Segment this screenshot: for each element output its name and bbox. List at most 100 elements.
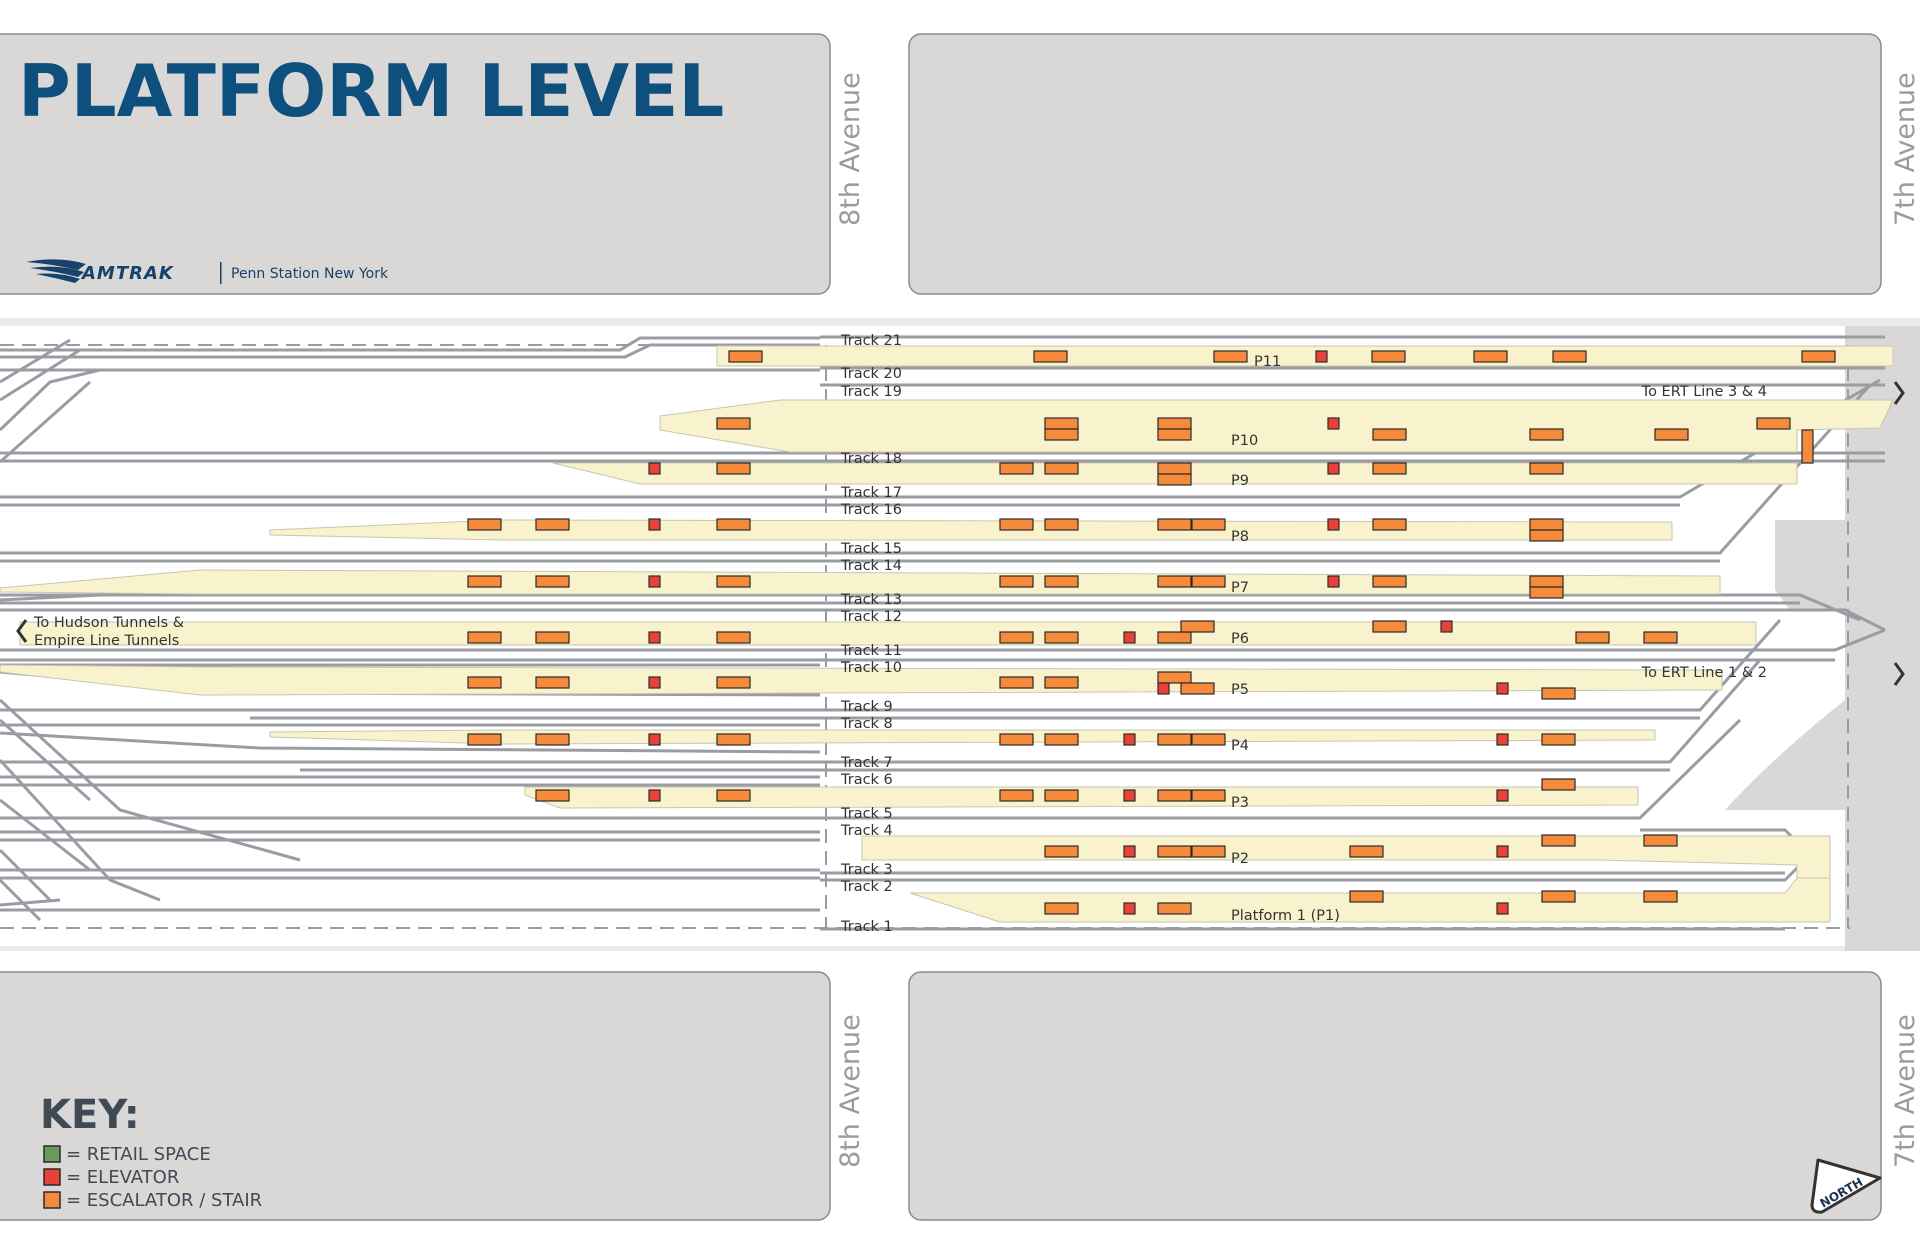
escalator [1541, 733, 1576, 746]
track-label: Track 19 [840, 384, 902, 400]
escalator [1372, 428, 1407, 441]
platform-p3 [524, 786, 1639, 809]
elevator [1123, 845, 1136, 858]
escalator [1541, 834, 1576, 847]
escalator [999, 575, 1034, 588]
escalator [716, 733, 751, 746]
escalator [467, 575, 502, 588]
elevator [1327, 518, 1340, 531]
escalator [716, 676, 751, 689]
escalator [716, 789, 751, 802]
platform-p5 [0, 664, 1723, 696]
escalator [1529, 462, 1564, 475]
street-label-7th-north: 7th Avenue [1890, 72, 1920, 226]
escalator [1552, 350, 1587, 363]
west-direction-line-1: To Hudson Tunnels & [33, 615, 184, 631]
elevator [648, 518, 661, 531]
elevator [1496, 733, 1509, 746]
escalator [1643, 834, 1678, 847]
escalator [467, 631, 502, 644]
escalator [1529, 529, 1564, 542]
platform-label-p6: P6 [1231, 631, 1249, 647]
escalator [1191, 845, 1226, 858]
escalator [1157, 473, 1192, 486]
platform-label-p11: P11 [1254, 354, 1281, 370]
elevator [1496, 789, 1509, 802]
escalator [1044, 902, 1079, 915]
escalator [1473, 350, 1508, 363]
escalator [1372, 620, 1407, 633]
track-label: Track 16 [840, 502, 902, 518]
key-escalator-label: = ESCALATOR / STAIR [66, 1190, 262, 1211]
elevator [1496, 845, 1509, 858]
escalator [1801, 429, 1814, 464]
escalator [467, 676, 502, 689]
escalator [1157, 631, 1192, 644]
track-label: Track 6 [840, 772, 893, 788]
escalator [1529, 428, 1564, 441]
ert-line-3-4-label: To ERT Line 3 & 4 [1641, 384, 1767, 400]
track-label: Track 12 [840, 609, 902, 625]
street-label-8th-north: 8th Avenue [835, 72, 866, 226]
escalator [1157, 417, 1192, 430]
track-label: Track 13 [840, 592, 902, 608]
direction-labels: To Hudson Tunnels & Empire Line Tunnels … [16, 381, 1905, 686]
track-label: Track 17 [840, 485, 902, 501]
escalator [535, 789, 570, 802]
platform-label-p3: P3 [1231, 795, 1249, 811]
escalator [535, 575, 570, 588]
map-key: KEY: = RETAIL SPACE = ELEVATOR = ESCALAT… [40, 1092, 262, 1211]
elevator [1496, 682, 1509, 695]
platform-label-p7: P7 [1231, 580, 1249, 596]
track-label: Track 14 [840, 558, 902, 574]
elevator [1123, 631, 1136, 644]
escalator [1643, 631, 1678, 644]
page-title: PLATFORM LEVEL [18, 49, 724, 133]
key-title: KEY: [40, 1092, 140, 1138]
ert-line-1-2-label: To ERT Line 1 & 2 [1641, 665, 1767, 681]
platform-p4 [269, 729, 1656, 745]
escalator [1349, 890, 1384, 903]
escalator [1180, 682, 1215, 695]
track-labels: Track 21 Track 20 Track 19 Track 18 Trac… [840, 333, 902, 935]
track-label: Track 5 [840, 806, 893, 822]
track-label: Track 9 [840, 699, 893, 715]
escalator [1191, 789, 1226, 802]
escalator [1044, 575, 1079, 588]
escalator [1529, 518, 1564, 531]
escalator [1044, 733, 1079, 746]
escalator [999, 733, 1034, 746]
west-direction-line-2: Empire Line Tunnels [34, 633, 179, 649]
elevator [1327, 575, 1340, 588]
escalator [1191, 733, 1226, 746]
escalator [1529, 575, 1564, 588]
brand-subtitle: Penn Station New York [231, 266, 389, 282]
escalator [1044, 676, 1079, 689]
escalator [728, 350, 763, 363]
escalator [1191, 575, 1226, 588]
escalator [1541, 778, 1576, 791]
escalator [1575, 631, 1610, 644]
escalators-and-elevators [467, 350, 1836, 915]
platform-labels: P11 P10 P9 P8 P7 P6 P5 P4 P3 P2 Platform… [1231, 354, 1340, 924]
escalator [467, 518, 502, 531]
escalator [535, 631, 570, 644]
elevator [648, 462, 661, 475]
elevator [1157, 682, 1170, 695]
platform-label-p8: P8 [1231, 529, 1249, 545]
key-retail-label: = RETAIL SPACE [66, 1144, 211, 1165]
city-block-ne [908, 33, 1882, 295]
escalator [716, 518, 751, 531]
track-label: Track 3 [840, 862, 893, 878]
escalator [1044, 428, 1079, 441]
key-retail-swatch [43, 1145, 61, 1163]
escalator [1541, 890, 1576, 903]
elevator [648, 789, 661, 802]
escalator [1541, 687, 1576, 700]
platform-p7 [0, 569, 1721, 595]
escalator [1529, 586, 1564, 599]
escalator [1157, 902, 1192, 915]
platform-p6 [19, 621, 1757, 646]
escalator [1044, 845, 1079, 858]
